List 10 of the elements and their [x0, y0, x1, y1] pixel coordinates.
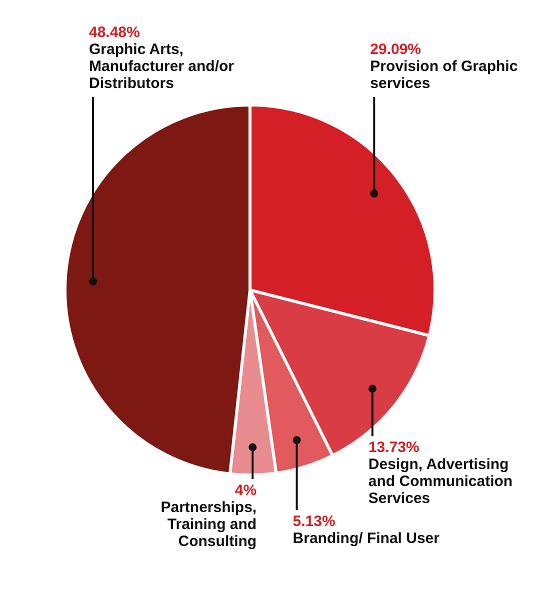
slice-label: Graphic Arts, Manufacturer and/or Distributors — [88, 41, 234, 92]
data-label: 13.73% — [368, 439, 420, 456]
data-label: 29.09% — [370, 41, 422, 58]
slice-label: Design, Advertising and Communication Services — [368, 456, 513, 508]
data-label: 48.48% — [88, 24, 140, 41]
data-label: 4% — [234, 482, 257, 499]
slice-label: Branding/ Final User — [292, 530, 440, 548]
data-label: 5.13% — [292, 513, 336, 530]
slice-label: Partnerships, Training and Consulting — [160, 499, 257, 550]
slice-label: Provision of Graphic services — [370, 58, 518, 92]
